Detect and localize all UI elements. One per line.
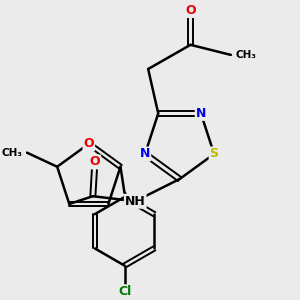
Text: N: N (196, 107, 206, 120)
Text: Cl: Cl (118, 285, 131, 298)
Text: CH₃: CH₃ (2, 148, 23, 158)
Text: O: O (83, 137, 94, 150)
Text: NH: NH (125, 195, 146, 208)
Text: O: O (90, 155, 100, 168)
Text: N: N (140, 148, 150, 160)
Text: S: S (210, 148, 219, 160)
Text: O: O (185, 4, 196, 17)
Text: CH₃: CH₃ (236, 50, 257, 60)
